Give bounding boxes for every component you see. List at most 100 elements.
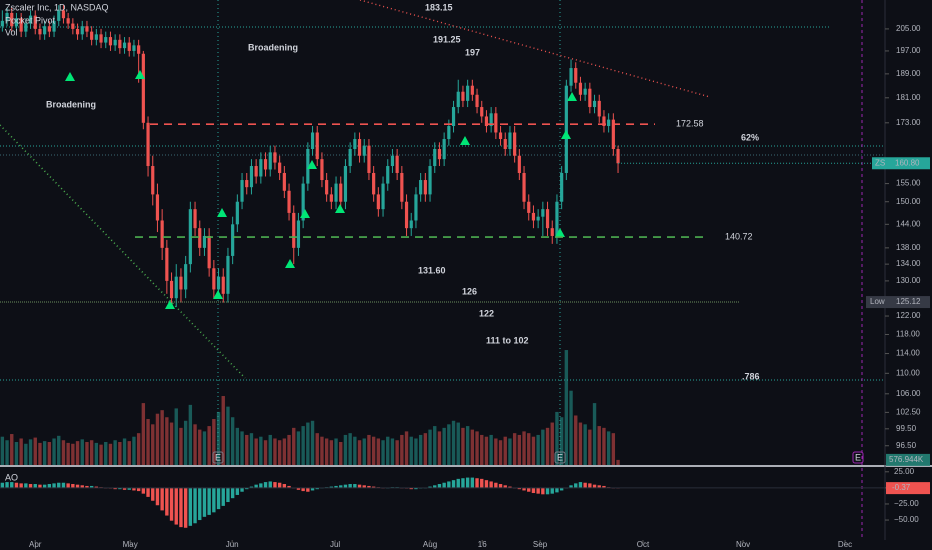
volume-bar [66,442,70,465]
candle-body [555,201,559,236]
candle-body [592,100,597,108]
ao-bar [212,487,216,513]
y-tick-label: 110.00 [896,368,920,377]
volume-bar [357,440,362,465]
volume-bar [348,433,352,465]
ao-bar [273,482,277,488]
ao-tag-label: -0.37 [892,483,911,492]
annotation: 126 [462,286,477,296]
volume-bar [146,419,150,465]
volume-bar [320,436,324,465]
volume-bar [207,426,211,465]
candle-body [607,119,611,127]
candle-body [33,15,37,29]
ao-bar [198,487,202,521]
ao-bar [14,482,19,488]
pivot [561,130,571,139]
volume-bar [324,438,329,465]
candle-body [66,18,70,24]
candle-body [423,180,427,195]
candle-body [588,88,592,108]
candle-body [287,190,291,213]
volume-bar [127,441,131,465]
volume-bar [578,422,583,465]
volume-bar [230,417,235,465]
volume-bar [588,429,592,465]
candle-body [10,12,14,27]
candle-body [395,155,399,173]
volume-bar [113,440,117,465]
volume-bar [428,429,432,465]
y-tick-label: 106.00 [896,389,921,398]
pivot [567,92,577,101]
ao-bar [42,484,47,488]
candle-body [348,149,352,167]
ao-bar [249,486,254,488]
ao-bar [136,487,141,492]
volume-bar [151,424,155,465]
ao-bar [550,487,554,494]
candle-body [24,23,28,32]
y-tick-label: 144.00 [896,219,921,228]
ao-bar [94,486,99,488]
ao-bar [24,483,28,488]
volume-bar [5,440,9,465]
volume-bar [381,440,385,465]
ao-bar [179,487,183,528]
candle-body [14,18,19,27]
x-tick-label: Aug [423,540,437,549]
volume-bar [353,436,357,465]
volume-bar [75,441,80,465]
volume-bar [437,431,442,465]
candle-body [329,194,333,202]
candle-body [263,159,268,170]
volume-bar [287,434,291,465]
ao-bar [183,487,188,528]
candle-body [339,183,343,202]
ao-bar [230,487,235,499]
candle-body [151,166,155,195]
annotation: .786 [742,371,760,381]
candle-body [43,26,47,35]
low-tag-value: 125.12 [896,297,921,306]
volume-bar [550,422,554,465]
volume-bar [169,422,174,465]
candle-body [296,220,301,248]
volume-bar [606,431,611,465]
candle-body [301,183,305,221]
candle-body [259,159,263,177]
candle-body [437,149,442,160]
volume-bar [409,436,413,465]
volume-bar [10,434,14,465]
volume-bar [339,442,343,465]
ao-bar [28,484,33,488]
y-tick-label: 96.50 [896,441,917,450]
volume-bar [574,415,578,465]
volume-bar [456,422,460,465]
ao-bar [10,482,14,488]
ao-bar [329,486,334,488]
ao-bar [122,487,127,490]
candle-body [113,39,117,46]
y-tick-label: 150.00 [896,197,921,206]
marks [0,5,620,528]
candle-body [480,107,484,117]
ao-bar [245,487,249,490]
volume-tag [886,453,930,466]
ao-bar [5,482,9,488]
ao-bar [428,486,432,488]
volume-bar [240,431,244,465]
x-tick-label: Sep [533,540,548,549]
candle-body [47,26,51,32]
ao-tag [886,482,930,495]
volume-bar [522,431,526,465]
volume-bar [390,438,395,465]
level-label: 140.72 [725,231,753,241]
ao-bar [348,484,352,488]
volume-bar [122,438,127,465]
ao-bar [503,485,507,488]
ao-bar [188,487,193,526]
candle-body [188,209,192,265]
volume-bar [329,440,334,465]
volume-bar [245,434,249,465]
